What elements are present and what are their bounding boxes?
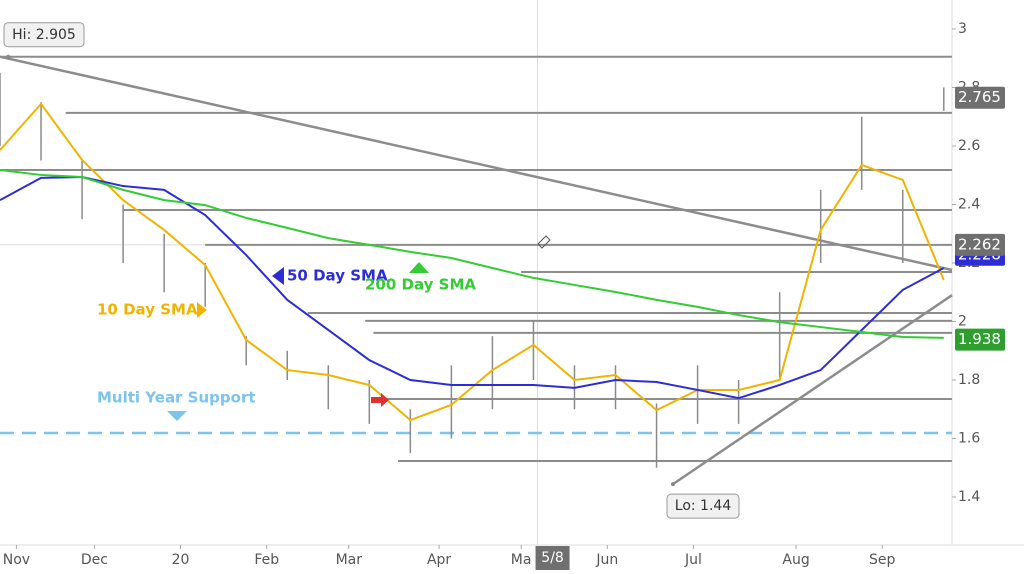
series-label: 200 Day SMA bbox=[365, 276, 476, 294]
pencil-icon bbox=[537, 235, 551, 249]
x-tick-label: Mar bbox=[336, 552, 363, 568]
price-tag bbox=[955, 86, 1005, 109]
price-tag-label: 2.262 bbox=[958, 235, 1001, 253]
series-label: 10 Day SMA bbox=[97, 301, 198, 319]
x-tick-label: Feb bbox=[254, 552, 279, 568]
y-tick-label: 1.4 bbox=[958, 489, 980, 505]
sma-line bbox=[0, 175, 945, 400]
trend-line bbox=[672, 294, 953, 486]
y-tick-label: 3 bbox=[958, 21, 967, 37]
annotation-box bbox=[3, 22, 85, 48]
x-tick-label: Ma bbox=[511, 552, 532, 568]
x-tick-label: Jul bbox=[684, 552, 702, 568]
trend-line bbox=[0, 55, 953, 272]
series-label: 50 Day SMA bbox=[287, 267, 388, 285]
annotation-label: Lo: 1.44 bbox=[675, 498, 732, 514]
sma-line bbox=[0, 102, 945, 422]
marker bbox=[197, 302, 207, 318]
price-tag bbox=[955, 328, 1005, 351]
x-tick-label: Jun bbox=[595, 552, 618, 568]
y-tick-label: 1.8 bbox=[958, 372, 980, 388]
x-tick-label: Nov bbox=[3, 552, 30, 568]
annotation-box bbox=[666, 493, 740, 519]
x-tick-label: Dec bbox=[81, 552, 108, 568]
marker bbox=[409, 262, 429, 273]
x-tick-label: 20 bbox=[172, 552, 190, 568]
y-tick-label: 2 bbox=[958, 314, 967, 330]
x-tick-label: Sep bbox=[869, 552, 896, 568]
y-tick-label: 1.6 bbox=[958, 431, 980, 447]
marker bbox=[272, 267, 284, 285]
arrow bbox=[371, 393, 389, 407]
support-label: Multi Year Support bbox=[97, 389, 256, 407]
y-tick-label: 2.6 bbox=[958, 138, 980, 154]
crosshair-x-label: 5/8 bbox=[541, 550, 564, 566]
x-tick-label: Apr bbox=[427, 552, 451, 568]
y-tick-label: 2.4 bbox=[958, 196, 980, 212]
price-tag bbox=[955, 233, 1005, 256]
annotation-label: Hi: 2.905 bbox=[12, 27, 76, 43]
price-tag-label: 2.765 bbox=[958, 88, 1001, 106]
price-tag-label: 1.938 bbox=[958, 330, 1001, 348]
sma-line bbox=[0, 168, 944, 339]
marker bbox=[167, 411, 187, 421]
crosshair-x-tag bbox=[535, 546, 570, 570]
x-tick-label: Aug bbox=[782, 552, 809, 568]
hi-point bbox=[6, 54, 11, 59]
lo-point bbox=[670, 482, 675, 487]
